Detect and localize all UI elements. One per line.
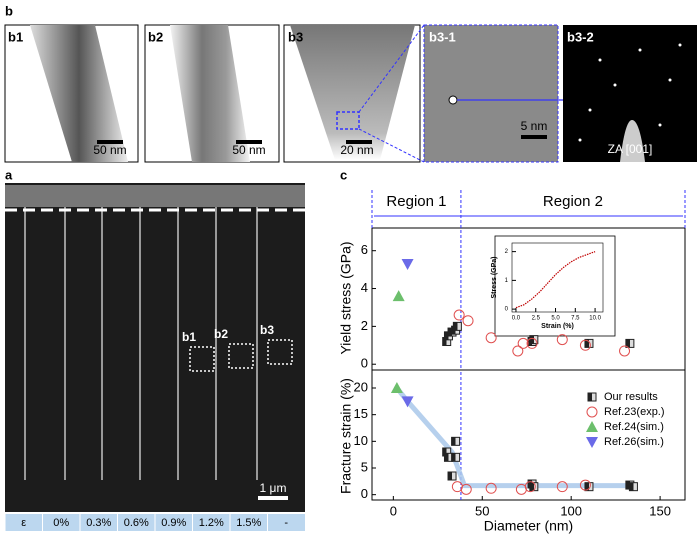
marker [625, 338, 635, 348]
panel-label: c [340, 167, 347, 182]
marker [390, 382, 403, 393]
strain-label: 1.5% [236, 517, 261, 529]
x-axis-label: Strain (%) [541, 323, 574, 330]
marker [526, 337, 538, 349]
marker [579, 479, 591, 491]
scale-label: ZA [001] [608, 142, 653, 156]
legend-marker [586, 406, 598, 418]
region-label: Region 2 [543, 193, 603, 210]
panel-label: b [5, 3, 13, 18]
x-tick-label: 10.0 [589, 316, 601, 322]
y-axis-label: Stress (GPa) [491, 256, 498, 298]
strain-label: 0.3% [86, 517, 111, 529]
marker [517, 337, 529, 349]
strain-label: 0.6% [124, 517, 149, 529]
legend-label: Ref.26(sim.) [604, 436, 664, 448]
x-tick-label: 2.5 [532, 316, 541, 322]
strain-label: - [284, 517, 288, 529]
image-label: b3-2 [567, 29, 594, 44]
marker [462, 315, 474, 327]
y-tick-label: 2 [505, 249, 509, 255]
marker [556, 334, 568, 346]
marker [460, 483, 472, 495]
x-tick-label: 50 [475, 503, 489, 518]
scale-label: 5 nm [521, 119, 548, 133]
chart-c-frame [371, 227, 686, 501]
strain-label: ε [21, 517, 26, 529]
region-label: Region 1 [386, 193, 446, 210]
y-tick-label: 6 [361, 242, 368, 257]
legend-marker [586, 437, 598, 448]
marker [524, 481, 536, 493]
inset-axes [511, 242, 604, 313]
marker [452, 321, 462, 331]
marker [447, 471, 457, 481]
legend-label: Our results [604, 391, 658, 403]
marker [584, 338, 594, 348]
x-tick-label: 7.5 [571, 316, 580, 322]
legend-label: Ref.24(sim.) [604, 421, 664, 433]
image-label: b3-1 [429, 29, 456, 44]
panel-label: a [5, 167, 13, 182]
y-tick-label: 5 [361, 459, 368, 474]
marker [556, 481, 568, 493]
y-tick-label: 1 [505, 278, 509, 284]
marker [401, 396, 414, 408]
legend-marker [586, 421, 598, 432]
trend-line [394, 386, 634, 489]
y-tick-label: 2 [361, 318, 368, 333]
marker [628, 482, 638, 492]
marker [392, 290, 405, 302]
legend-marker [587, 392, 597, 402]
marker [451, 452, 461, 462]
x-tick-label: 0.0 [512, 316, 521, 322]
marker [401, 258, 414, 270]
marker [529, 335, 539, 345]
x-tick-label: 5.0 [551, 316, 560, 322]
y-tick-label: 0 [361, 486, 368, 501]
scale-label: 20 nm [340, 143, 373, 157]
strain-label: 0.9% [161, 517, 186, 529]
a-image [5, 183, 305, 531]
x-tick-label: 150 [649, 503, 671, 518]
y-tick-label: 20 [354, 379, 368, 394]
marker [451, 436, 461, 446]
x-tick-label: 0 [390, 503, 397, 518]
image-label: b2 [214, 327, 228, 341]
image-label: b1 [182, 330, 196, 344]
strain-label: 1.2% [199, 517, 224, 529]
y-tick-label: 0 [361, 356, 368, 371]
marker [485, 332, 497, 344]
b-images [4, 24, 697, 163]
marker [619, 345, 631, 357]
x-tick-label: 100 [560, 503, 582, 518]
marker [512, 345, 524, 357]
image-label: b3 [288, 29, 303, 44]
y-axis-label: Yield stress (GPa) [338, 241, 354, 354]
marker [453, 309, 465, 321]
y-axis-label: Fracture strain (%) [338, 378, 354, 494]
y-tick-label: 0 [505, 307, 509, 313]
marker [485, 482, 497, 494]
scale-label: 50 nm [93, 143, 126, 157]
y-tick-label: 15 [354, 406, 368, 421]
y-tick-label: 4 [361, 280, 368, 295]
legend-label: Ref.23(exp.) [604, 406, 665, 418]
marker [579, 339, 591, 351]
scale-label: 50 nm [232, 143, 265, 157]
y-tick-label: 10 [354, 433, 368, 448]
image-label: b2 [148, 29, 163, 44]
image-label: b3 [260, 323, 274, 337]
strain-label: 0% [53, 517, 69, 529]
x-axis-label: Diameter (nm) [484, 518, 573, 534]
marker [584, 482, 594, 492]
scale-label: 1 μm [260, 481, 287, 495]
image-label: b1 [8, 29, 23, 44]
